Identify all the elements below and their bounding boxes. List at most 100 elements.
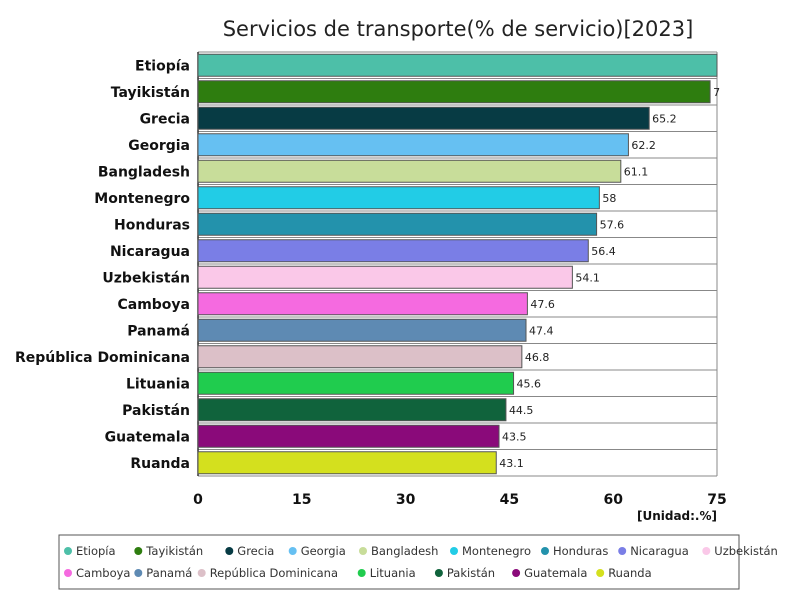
legend-label: Uzbekistán — [714, 544, 778, 558]
legend-item-montenegro: Montenegro — [450, 544, 531, 558]
legend-label: Tayikistán — [145, 544, 203, 558]
legend-item-camboya: Camboya — [64, 566, 130, 580]
legend-marker — [197, 569, 206, 577]
category-label: Grecia — [140, 111, 190, 127]
value-label: 54.1 — [575, 271, 600, 284]
category-label: Bangladesh — [98, 164, 190, 180]
legend-item-pakistan: Pakistán — [434, 566, 495, 580]
legend: Etiopía Tayikistán Grecia Georgia Bangladesh… — [64, 544, 778, 580]
legend-item-bangladesh: Bangladesh — [359, 544, 438, 558]
legend-marker — [618, 547, 627, 555]
x-tick-label: 0 — [193, 492, 203, 508]
bar-bangladesh — [197, 159, 622, 183]
value-labels: 7 65.2 62.2 61.1 58 57.6 56.4 54.1 47.6 47.4 46.8 4… — [499, 86, 720, 470]
bar-uzbekistan — [197, 265, 573, 289]
x-axis: 0 15 30 45 60 75 — [193, 492, 727, 508]
bar-etiopia — [197, 53, 718, 77]
legend-label: Bangladesh — [371, 544, 438, 558]
legend-marker — [434, 569, 443, 577]
x-tick-label: 30 — [396, 492, 416, 508]
legend-label: Lituania — [370, 566, 416, 580]
bar-montenegro — [197, 186, 600, 210]
category-label: Lituania — [126, 376, 190, 392]
x-tick-label: 15 — [292, 492, 311, 508]
legend-label: Nicaragua — [630, 544, 689, 558]
category-label: Tayikistán — [111, 85, 190, 101]
legend-label: Ruanda — [608, 566, 651, 580]
value-label: 44.5 — [509, 404, 534, 417]
legend-box — [58, 534, 740, 590]
unit-label: [Unidad:.%] — [637, 509, 717, 523]
legend-label: Montenegro — [462, 544, 531, 558]
legend-marker — [288, 547, 297, 555]
value-label: 43.5 — [502, 430, 527, 443]
bar-panama — [197, 318, 527, 342]
legend-marker — [134, 569, 143, 577]
legend-label: Honduras — [553, 544, 608, 558]
legend-label: Etiopía — [76, 544, 116, 558]
legend-marker — [512, 569, 521, 577]
legend-item-tayikistan: Tayikistán — [134, 544, 203, 558]
legend-marker — [702, 547, 711, 555]
legend-item-uzbekistan: Uzbekistán — [702, 544, 778, 558]
bar-lituania — [197, 371, 515, 395]
value-label: 61.1 — [624, 165, 649, 178]
bar-grecia — [197, 106, 650, 130]
legend-marker — [357, 569, 366, 577]
legend-item-ruanda: Ruanda — [596, 566, 652, 580]
legend-label: Pakistán — [447, 566, 495, 580]
legend-label: Panamá — [146, 566, 192, 580]
value-label: 65.2 — [652, 112, 677, 125]
value-label: 7 — [713, 86, 720, 99]
legend-marker — [225, 547, 234, 555]
legend-label: Grecia — [237, 544, 274, 558]
bar-camboya — [197, 292, 528, 316]
legend-item-grecia: Grecia — [225, 544, 274, 558]
value-label: 46.8 — [525, 351, 550, 364]
x-tick-label: 75 — [707, 492, 726, 508]
value-label: 57.6 — [600, 218, 625, 231]
chart-title: Servicios de transporte(% de servicio)[2… — [223, 17, 694, 41]
legend-item-honduras: Honduras — [541, 544, 608, 558]
category-label: Pakistán — [122, 403, 190, 419]
legend-label: República Dominicana — [210, 566, 338, 580]
category-label: Nicaragua — [110, 244, 190, 260]
value-label: 43.1 — [499, 457, 524, 470]
grid-lines — [197, 51, 718, 477]
category-label: Georgia — [128, 138, 190, 154]
category-label: Camboya — [117, 297, 190, 313]
value-label: 47.6 — [530, 298, 555, 311]
category-label: Ruanda — [130, 456, 190, 472]
bars — [197, 53, 718, 475]
x-tick-label: 45 — [500, 492, 519, 508]
category-label: Guatemala — [105, 429, 190, 445]
bar-nicaragua — [197, 239, 589, 263]
legend-item-georgia: Georgia — [288, 544, 346, 558]
category-label: Etiopía — [135, 58, 190, 74]
legend-marker — [64, 569, 72, 577]
legend-item-etiopia: Etiopía — [64, 544, 116, 558]
legend-marker — [541, 547, 549, 555]
legend-item-guatemala: Guatemala — [512, 566, 587, 580]
legend-item-republica-dominicana: República Dominicana — [197, 566, 338, 580]
legend-marker — [596, 569, 605, 577]
legend-label: Guatemala — [524, 566, 587, 580]
value-label: 47.4 — [529, 324, 554, 337]
legend-label: Camboya — [76, 566, 130, 580]
legend-marker — [134, 547, 143, 555]
bar-georgia — [197, 133, 629, 157]
category-label: República Dominicana — [15, 350, 190, 366]
legend-marker — [64, 547, 72, 555]
legend-item-nicaragua: Nicaragua — [618, 544, 689, 558]
legend-marker — [359, 547, 367, 555]
bar-honduras — [197, 212, 598, 236]
legend-label: Georgia — [301, 544, 346, 558]
legend-marker — [450, 547, 458, 555]
category-label: Honduras — [114, 217, 190, 233]
x-tick-label: 60 — [603, 492, 623, 508]
bar-republica-dominicana — [197, 345, 523, 369]
category-label: Uzbekistán — [102, 270, 190, 286]
value-label: 45.6 — [517, 377, 542, 390]
category-label: Montenegro — [94, 191, 190, 207]
bar-tayikistan — [197, 80, 711, 104]
